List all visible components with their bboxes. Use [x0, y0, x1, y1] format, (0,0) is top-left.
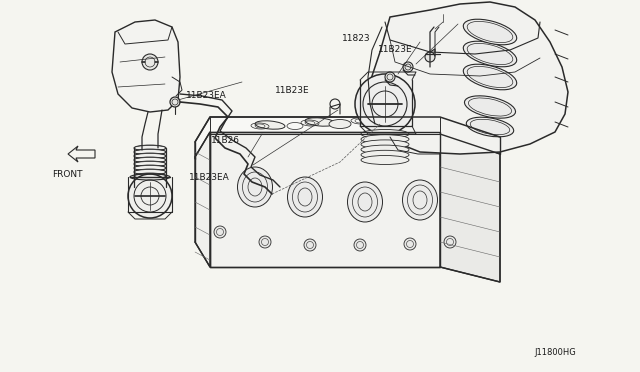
Ellipse shape: [237, 167, 273, 207]
Ellipse shape: [134, 145, 166, 151]
Polygon shape: [440, 132, 500, 282]
Ellipse shape: [134, 173, 166, 179]
Text: 11B23EA: 11B23EA: [186, 92, 227, 100]
Ellipse shape: [465, 96, 515, 118]
Circle shape: [259, 236, 271, 248]
Ellipse shape: [134, 169, 166, 175]
Ellipse shape: [361, 145, 409, 154]
Ellipse shape: [305, 118, 335, 126]
Polygon shape: [195, 117, 500, 159]
Ellipse shape: [467, 117, 514, 137]
Circle shape: [385, 72, 395, 82]
Circle shape: [403, 62, 413, 72]
Ellipse shape: [134, 165, 166, 171]
Text: 11B23E: 11B23E: [378, 45, 412, 54]
Ellipse shape: [255, 121, 285, 129]
Text: 11B26: 11B26: [211, 136, 240, 145]
Text: 11823: 11823: [342, 34, 371, 43]
Text: 11B23E: 11B23E: [275, 86, 310, 95]
Ellipse shape: [403, 180, 438, 220]
Circle shape: [404, 238, 416, 250]
Ellipse shape: [361, 129, 409, 138]
Ellipse shape: [134, 161, 166, 167]
Ellipse shape: [361, 155, 409, 164]
Circle shape: [128, 174, 172, 218]
Circle shape: [444, 236, 456, 248]
Circle shape: [355, 74, 415, 134]
Ellipse shape: [134, 153, 166, 159]
Ellipse shape: [348, 182, 383, 222]
Circle shape: [170, 97, 180, 107]
Polygon shape: [112, 20, 180, 112]
Polygon shape: [68, 146, 95, 162]
Ellipse shape: [361, 135, 409, 144]
Circle shape: [142, 54, 158, 70]
Ellipse shape: [360, 116, 390, 124]
Text: FRONT: FRONT: [52, 170, 83, 179]
Circle shape: [354, 239, 366, 251]
Ellipse shape: [463, 19, 516, 45]
Ellipse shape: [361, 150, 409, 159]
Ellipse shape: [463, 41, 516, 67]
Ellipse shape: [411, 116, 439, 124]
Polygon shape: [210, 132, 440, 267]
Ellipse shape: [361, 140, 409, 149]
Ellipse shape: [134, 149, 166, 155]
Ellipse shape: [287, 177, 323, 217]
Circle shape: [214, 226, 226, 238]
Polygon shape: [195, 132, 210, 267]
Circle shape: [425, 52, 435, 62]
Ellipse shape: [463, 64, 516, 90]
Polygon shape: [365, 2, 568, 154]
Ellipse shape: [134, 157, 166, 163]
Text: J11800HG: J11800HG: [534, 348, 576, 357]
Text: 11B23EA: 11B23EA: [189, 173, 230, 182]
Ellipse shape: [329, 119, 351, 128]
Circle shape: [304, 239, 316, 251]
